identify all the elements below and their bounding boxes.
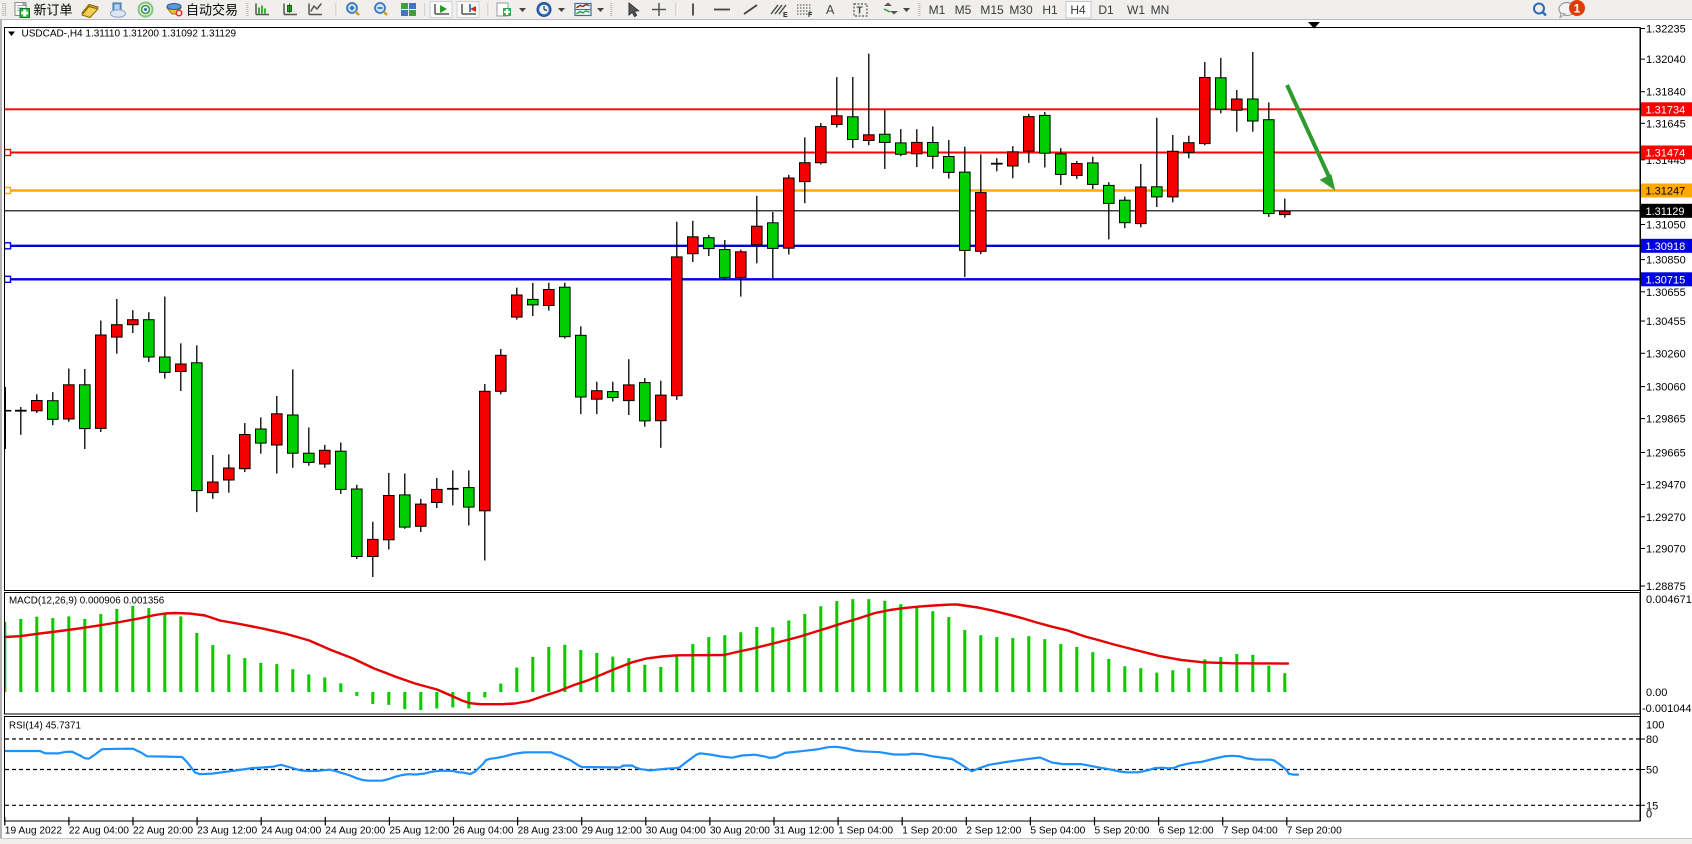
svg-text:30 Aug 20:00: 30 Aug 20:00 xyxy=(710,826,770,837)
svg-text:新订单: 新订单 xyxy=(34,3,73,18)
svg-text:22 Aug 04:00: 22 Aug 04:00 xyxy=(69,826,129,837)
svg-text:1 Sep 20:00: 1 Sep 20:00 xyxy=(902,826,957,837)
svg-text:24 Aug 04:00: 24 Aug 04:00 xyxy=(261,826,321,837)
svg-text:1.31645: 1.31645 xyxy=(1646,118,1686,130)
svg-text:MN: MN xyxy=(1151,3,1170,17)
svg-text:6 Sep 12:00: 6 Sep 12:00 xyxy=(1159,826,1214,837)
svg-text:22 Aug 20:00: 22 Aug 20:00 xyxy=(133,826,193,837)
svg-text:1.30715: 1.30715 xyxy=(1646,274,1686,286)
svg-text:31 Aug 12:00: 31 Aug 12:00 xyxy=(774,826,834,837)
svg-text:80: 80 xyxy=(1646,734,1658,746)
svg-text:0.00: 0.00 xyxy=(1646,687,1667,699)
svg-text:W1: W1 xyxy=(1127,3,1145,17)
svg-text:H4: H4 xyxy=(1070,3,1086,17)
svg-text:T: T xyxy=(857,6,863,17)
svg-text:5 Sep 04:00: 5 Sep 04:00 xyxy=(1030,826,1085,837)
svg-text:19 Aug 2022: 19 Aug 2022 xyxy=(5,826,63,837)
svg-text:1.29070: 1.29070 xyxy=(1646,544,1686,556)
svg-text:F: F xyxy=(808,12,813,19)
svg-text:1.32040: 1.32040 xyxy=(1646,54,1686,66)
svg-text:2 Sep 12:00: 2 Sep 12:00 xyxy=(966,826,1021,837)
svg-text:自动交易: 自动交易 xyxy=(186,3,238,18)
svg-text:23 Aug 12:00: 23 Aug 12:00 xyxy=(197,826,257,837)
svg-text:-0.001044: -0.001044 xyxy=(1642,703,1692,715)
svg-text:1.31247: 1.31247 xyxy=(1646,186,1686,198)
svg-text:1.32235: 1.32235 xyxy=(1646,24,1686,36)
svg-text:USDCAD-,H4 1.31110 1.31200 1.: USDCAD-,H4 1.31110 1.31200 1.31092 1.311… xyxy=(22,29,237,40)
svg-text:H1: H1 xyxy=(1042,3,1058,17)
svg-text:1.30060: 1.30060 xyxy=(1646,382,1686,394)
svg-text:1.29470: 1.29470 xyxy=(1646,480,1686,492)
svg-text:1 Sep 04:00: 1 Sep 04:00 xyxy=(838,826,893,837)
svg-text:1.30850: 1.30850 xyxy=(1646,255,1686,267)
svg-text:M30: M30 xyxy=(1009,3,1033,17)
svg-text:A: A xyxy=(826,3,835,17)
svg-text:24 Aug 20:00: 24 Aug 20:00 xyxy=(325,826,385,837)
svg-text:E: E xyxy=(783,12,788,19)
svg-text:1.30655: 1.30655 xyxy=(1646,287,1686,299)
svg-text:100: 100 xyxy=(1646,720,1664,732)
svg-text:15: 15 xyxy=(1646,800,1658,812)
svg-text:1: 1 xyxy=(1574,2,1581,16)
svg-text:MACD(12,26,9) 0.000906 0.00135: MACD(12,26,9) 0.000906 0.001356 xyxy=(9,596,165,607)
svg-text:25 Aug 12:00: 25 Aug 12:00 xyxy=(389,826,449,837)
svg-text:7 Sep 20:00: 7 Sep 20:00 xyxy=(1287,826,1342,837)
svg-text:26 Aug 04:00: 26 Aug 04:00 xyxy=(454,826,514,837)
svg-text:RSI(14) 45.7371: RSI(14) 45.7371 xyxy=(9,721,81,732)
svg-text:M15: M15 xyxy=(980,3,1004,17)
svg-text:1.30918: 1.30918 xyxy=(1646,241,1686,253)
svg-text:1.29270: 1.29270 xyxy=(1646,512,1686,524)
svg-text:1.31840: 1.31840 xyxy=(1646,87,1686,99)
svg-text:30 Aug 04:00: 30 Aug 04:00 xyxy=(646,826,706,837)
svg-text:1.31050: 1.31050 xyxy=(1646,220,1686,232)
svg-text:D1: D1 xyxy=(1098,3,1114,17)
svg-text:1.30260: 1.30260 xyxy=(1646,348,1686,360)
svg-text:1.31734: 1.31734 xyxy=(1646,104,1686,116)
svg-text:1.31474: 1.31474 xyxy=(1646,148,1686,160)
svg-text:50: 50 xyxy=(1646,765,1658,777)
svg-text:M1: M1 xyxy=(929,3,946,17)
svg-text:M5: M5 xyxy=(955,3,972,17)
svg-text:1.30455: 1.30455 xyxy=(1646,316,1686,328)
svg-text:1.29665: 1.29665 xyxy=(1646,448,1686,460)
svg-text:5 Sep 20:00: 5 Sep 20:00 xyxy=(1095,826,1150,837)
svg-text:1.28875: 1.28875 xyxy=(1646,581,1686,593)
svg-text:1.29865: 1.29865 xyxy=(1646,414,1686,426)
svg-text:1.31129: 1.31129 xyxy=(1646,206,1685,218)
svg-text:0: 0 xyxy=(1646,809,1652,821)
svg-text:28 Aug 23:00: 28 Aug 23:00 xyxy=(518,826,578,837)
svg-text:29 Aug 12:00: 29 Aug 12:00 xyxy=(582,826,642,837)
svg-text:7 Sep 04:00: 7 Sep 04:00 xyxy=(1223,826,1278,837)
svg-text:0.004671: 0.004671 xyxy=(1646,594,1692,606)
